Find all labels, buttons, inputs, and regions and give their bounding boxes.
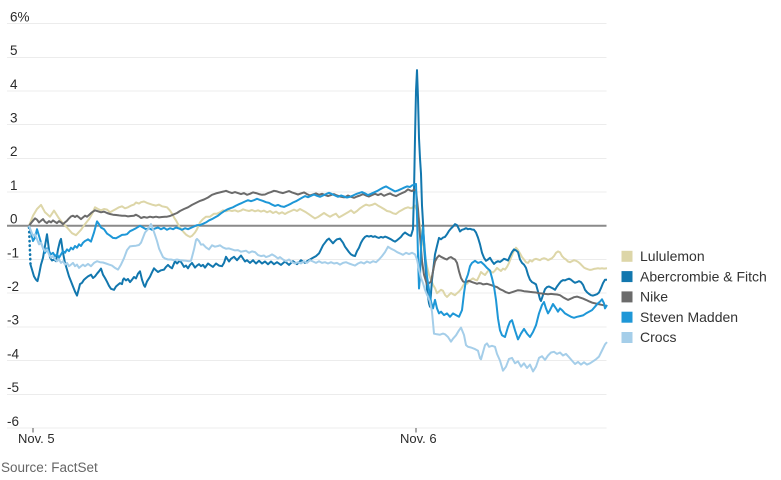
svg-text:Crocs: Crocs	[640, 329, 677, 345]
svg-text:Lululemon: Lululemon	[640, 248, 705, 264]
svg-text:-6: -6	[7, 414, 19, 429]
svg-text:1: 1	[10, 178, 18, 193]
svg-text:4: 4	[10, 77, 18, 92]
svg-text:Steven Madden: Steven Madden	[640, 309, 738, 325]
svg-text:-2: -2	[7, 279, 19, 294]
svg-text:-1: -1	[7, 245, 19, 260]
svg-text:Nike: Nike	[640, 289, 668, 305]
svg-text:Nov. 5: Nov. 5	[18, 431, 55, 446]
svg-text:-4: -4	[7, 346, 19, 361]
svg-text:6%: 6%	[10, 9, 30, 24]
svg-text:2: 2	[10, 144, 18, 159]
svg-text:Nov. 6: Nov. 6	[400, 431, 437, 446]
svg-text:-3: -3	[7, 313, 19, 328]
svg-text:Abercrombie & Fitch: Abercrombie & Fitch	[640, 268, 767, 284]
svg-text:5: 5	[10, 43, 18, 58]
svg-text:Source: FactSet: Source: FactSet	[1, 460, 98, 475]
svg-text:-5: -5	[7, 380, 19, 395]
svg-text:0: 0	[10, 212, 18, 227]
svg-text:3: 3	[10, 111, 18, 126]
